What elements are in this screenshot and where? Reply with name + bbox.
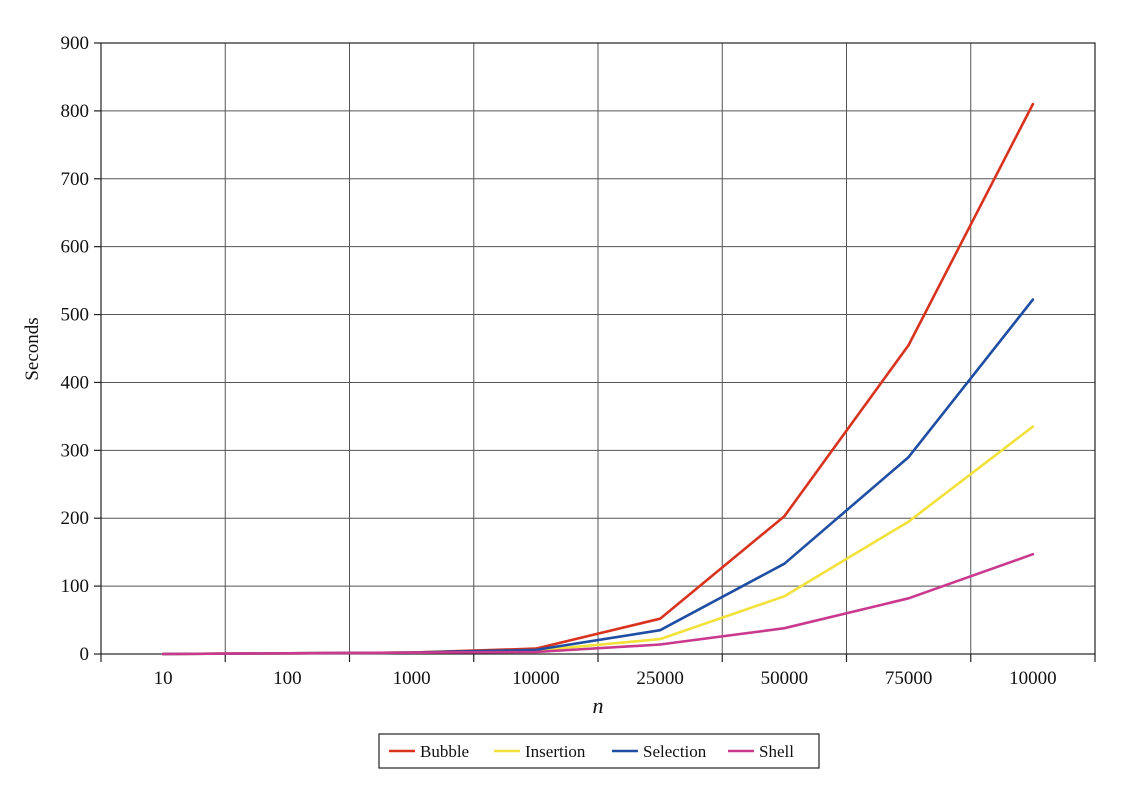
y-tick-label: 0 [80,644,90,665]
x-axis-title: n [593,693,604,718]
data-point-insertion [783,595,786,598]
y-tick-label: 500 [61,305,90,326]
data-point-selection [658,629,662,632]
data-point-insertion [907,520,910,523]
data-point-shell [286,652,289,655]
x-tick-label: 100 [273,668,302,689]
data-point-shell [161,652,165,656]
gridlines [101,43,1095,654]
y-tick-label: 200 [61,508,90,529]
x-tick-label: 10 [154,668,173,689]
legend-label-insertion: Insertion [525,742,586,761]
series-line-shell [161,552,1035,656]
legend-label-bubble: Bubble [420,742,469,761]
x-tick-label: 25000 [636,668,684,689]
x-tick-label: 50000 [761,668,809,689]
data-point-selection [534,648,538,652]
y-tick-label: 900 [61,33,90,54]
data-point-selection [907,455,910,459]
y-tick-label: 600 [61,237,90,258]
y-tick-label: 400 [61,372,90,393]
data-point-bubble [658,617,662,620]
x-tick-label: 10000 [1009,668,1057,689]
x-axis-ticks: 10 100 1000 10000 25000 50000 75000 10000 [100,654,1096,689]
data-point-shell [410,651,413,654]
y-tick-label: 700 [61,169,90,190]
data-point-bubble [1031,102,1035,106]
legend-items: Bubble Insertion Selection Shell [389,742,794,761]
y-tick-label: 300 [61,440,90,461]
x-tick-label: 1000 [393,668,431,689]
data-point-insertion [1031,425,1035,428]
x-tick-label: 10000 [512,668,560,689]
data-point-bubble [907,343,910,347]
x-tick-label: 75000 [885,668,933,689]
data-point-shell [907,597,910,600]
series-lines [161,102,1035,656]
legend-label-shell: Shell [759,742,794,761]
data-point-selection [1031,298,1035,301]
data-point-shell [658,643,662,646]
data-point-selection [783,562,786,565]
y-tick-label: 100 [61,576,90,597]
data-point-shell [534,650,538,654]
y-tick-label: 800 [61,101,90,122]
data-point-shell [1031,553,1035,556]
y-axis-title: Seconds [22,317,43,380]
y-axis-ticks: 0 100 200 300 400 500 600 700 800 900 [61,33,101,665]
data-point-bubble [783,515,786,518]
legend-label-selection: Selection [643,742,707,761]
data-point-insertion [658,637,662,641]
data-point-shell [783,627,786,630]
legend: Bubble Insertion Selection Shell [378,733,820,769]
